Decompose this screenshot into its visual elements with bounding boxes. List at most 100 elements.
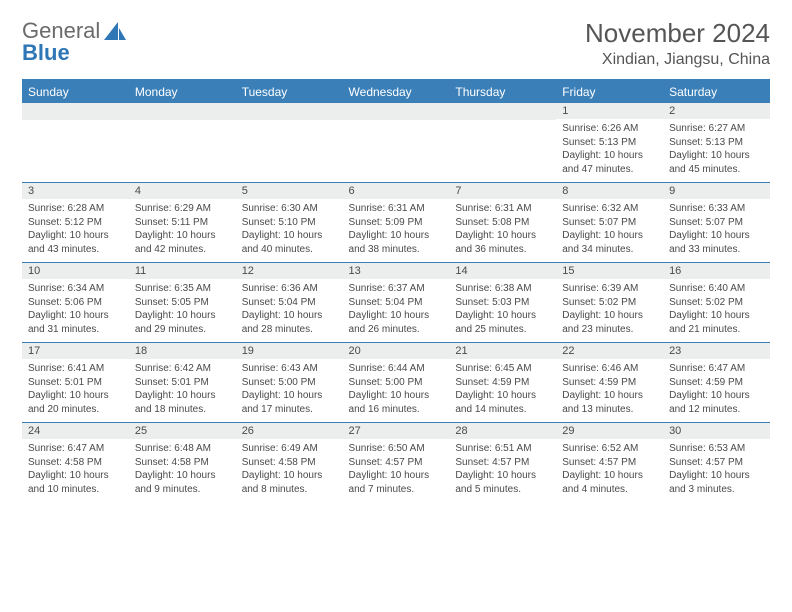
day-number: 22 bbox=[556, 342, 663, 359]
daylight-text: Daylight: 10 hours and 3 minutes. bbox=[669, 469, 764, 496]
weekday-header: Sunday bbox=[22, 81, 129, 103]
day-details-empty bbox=[22, 120, 129, 174]
day-number: 17 bbox=[22, 342, 129, 359]
sunrise-text: Sunrise: 6:31 AM bbox=[349, 202, 444, 216]
calendar-week: 24Sunrise: 6:47 AMSunset: 4:58 PMDayligh… bbox=[22, 422, 770, 502]
calendar-cell: 6Sunrise: 6:31 AMSunset: 5:09 PMDaylight… bbox=[343, 182, 450, 262]
calendar-cell: 4Sunrise: 6:29 AMSunset: 5:11 PMDaylight… bbox=[129, 182, 236, 262]
sunset-text: Sunset: 5:12 PM bbox=[28, 216, 123, 230]
daylight-text: Daylight: 10 hours and 36 minutes. bbox=[455, 229, 550, 256]
weekday-header: Tuesday bbox=[236, 81, 343, 103]
day-number: 5 bbox=[236, 182, 343, 199]
daylight-text: Daylight: 10 hours and 34 minutes. bbox=[562, 229, 657, 256]
weekday-header: Thursday bbox=[449, 81, 556, 103]
sunrise-text: Sunrise: 6:38 AM bbox=[455, 282, 550, 296]
daylight-text: Daylight: 10 hours and 13 minutes. bbox=[562, 389, 657, 416]
day-number bbox=[22, 103, 129, 120]
day-number: 10 bbox=[22, 262, 129, 279]
sunrise-text: Sunrise: 6:36 AM bbox=[242, 282, 337, 296]
day-number bbox=[343, 103, 450, 120]
day-number: 1 bbox=[556, 103, 663, 119]
sunrise-text: Sunrise: 6:53 AM bbox=[669, 442, 764, 456]
day-number: 29 bbox=[556, 422, 663, 439]
sunset-text: Sunset: 5:04 PM bbox=[242, 296, 337, 310]
sunrise-text: Sunrise: 6:30 AM bbox=[242, 202, 337, 216]
day-details: Sunrise: 6:49 AMSunset: 4:58 PMDaylight:… bbox=[236, 439, 343, 502]
calendar-cell bbox=[343, 103, 450, 182]
calendar-cell: 27Sunrise: 6:50 AMSunset: 4:57 PMDayligh… bbox=[343, 422, 450, 502]
daylight-text: Daylight: 10 hours and 31 minutes. bbox=[28, 309, 123, 336]
sunrise-text: Sunrise: 6:48 AM bbox=[135, 442, 230, 456]
day-details: Sunrise: 6:46 AMSunset: 4:59 PMDaylight:… bbox=[556, 359, 663, 422]
sunset-text: Sunset: 5:09 PM bbox=[349, 216, 444, 230]
day-number bbox=[236, 103, 343, 120]
sunset-text: Sunset: 4:58 PM bbox=[242, 456, 337, 470]
daylight-text: Daylight: 10 hours and 14 minutes. bbox=[455, 389, 550, 416]
calendar-cell: 5Sunrise: 6:30 AMSunset: 5:10 PMDaylight… bbox=[236, 182, 343, 262]
sunrise-text: Sunrise: 6:27 AM bbox=[669, 122, 764, 136]
day-details-empty bbox=[129, 120, 236, 174]
day-details: Sunrise: 6:32 AMSunset: 5:07 PMDaylight:… bbox=[556, 199, 663, 262]
calendar-cell bbox=[22, 103, 129, 182]
day-details-empty bbox=[343, 120, 450, 174]
day-details: Sunrise: 6:26 AMSunset: 5:13 PMDaylight:… bbox=[556, 119, 663, 182]
day-number: 28 bbox=[449, 422, 556, 439]
sunrise-text: Sunrise: 6:50 AM bbox=[349, 442, 444, 456]
sunrise-text: Sunrise: 6:41 AM bbox=[28, 362, 123, 376]
daylight-text: Daylight: 10 hours and 45 minutes. bbox=[669, 149, 764, 176]
calendar-cell: 26Sunrise: 6:49 AMSunset: 4:58 PMDayligh… bbox=[236, 422, 343, 502]
day-number: 26 bbox=[236, 422, 343, 439]
sunset-text: Sunset: 4:57 PM bbox=[455, 456, 550, 470]
sunset-text: Sunset: 5:10 PM bbox=[242, 216, 337, 230]
sunrise-text: Sunrise: 6:45 AM bbox=[455, 362, 550, 376]
calendar-cell: 21Sunrise: 6:45 AMSunset: 4:59 PMDayligh… bbox=[449, 342, 556, 422]
sunset-text: Sunset: 5:01 PM bbox=[28, 376, 123, 390]
sunrise-text: Sunrise: 6:26 AM bbox=[562, 122, 657, 136]
day-number: 13 bbox=[343, 262, 450, 279]
sunset-text: Sunset: 5:07 PM bbox=[669, 216, 764, 230]
sunset-text: Sunset: 4:57 PM bbox=[669, 456, 764, 470]
day-number: 30 bbox=[663, 422, 770, 439]
daylight-text: Daylight: 10 hours and 25 minutes. bbox=[455, 309, 550, 336]
sunset-text: Sunset: 5:05 PM bbox=[135, 296, 230, 310]
sunset-text: Sunset: 5:08 PM bbox=[455, 216, 550, 230]
day-details: Sunrise: 6:31 AMSunset: 5:08 PMDaylight:… bbox=[449, 199, 556, 262]
title-block: November 2024 Xindian, Jiangsu, China bbox=[585, 18, 770, 69]
day-number: 21 bbox=[449, 342, 556, 359]
day-number: 11 bbox=[129, 262, 236, 279]
day-number: 12 bbox=[236, 262, 343, 279]
day-details: Sunrise: 6:33 AMSunset: 5:07 PMDaylight:… bbox=[663, 199, 770, 262]
day-number: 15 bbox=[556, 262, 663, 279]
sunrise-text: Sunrise: 6:37 AM bbox=[349, 282, 444, 296]
daylight-text: Daylight: 10 hours and 17 minutes. bbox=[242, 389, 337, 416]
calendar-cell: 22Sunrise: 6:46 AMSunset: 4:59 PMDayligh… bbox=[556, 342, 663, 422]
day-number: 9 bbox=[663, 182, 770, 199]
sunset-text: Sunset: 5:03 PM bbox=[455, 296, 550, 310]
sunset-text: Sunset: 4:59 PM bbox=[669, 376, 764, 390]
day-number: 8 bbox=[556, 182, 663, 199]
day-number: 20 bbox=[343, 342, 450, 359]
sunset-text: Sunset: 5:11 PM bbox=[135, 216, 230, 230]
sunset-text: Sunset: 5:06 PM bbox=[28, 296, 123, 310]
sunset-text: Sunset: 5:01 PM bbox=[135, 376, 230, 390]
daylight-text: Daylight: 10 hours and 42 minutes. bbox=[135, 229, 230, 256]
calendar-week: 17Sunrise: 6:41 AMSunset: 5:01 PMDayligh… bbox=[22, 342, 770, 422]
day-details: Sunrise: 6:31 AMSunset: 5:09 PMDaylight:… bbox=[343, 199, 450, 262]
day-number: 7 bbox=[449, 182, 556, 199]
day-details: Sunrise: 6:50 AMSunset: 4:57 PMDaylight:… bbox=[343, 439, 450, 502]
calendar-cell: 3Sunrise: 6:28 AMSunset: 5:12 PMDaylight… bbox=[22, 182, 129, 262]
calendar-cell: 7Sunrise: 6:31 AMSunset: 5:08 PMDaylight… bbox=[449, 182, 556, 262]
day-details: Sunrise: 6:52 AMSunset: 4:57 PMDaylight:… bbox=[556, 439, 663, 502]
sunset-text: Sunset: 5:00 PM bbox=[242, 376, 337, 390]
sunrise-text: Sunrise: 6:42 AM bbox=[135, 362, 230, 376]
day-details: Sunrise: 6:36 AMSunset: 5:04 PMDaylight:… bbox=[236, 279, 343, 342]
day-details: Sunrise: 6:48 AMSunset: 4:58 PMDaylight:… bbox=[129, 439, 236, 502]
day-details: Sunrise: 6:40 AMSunset: 5:02 PMDaylight:… bbox=[663, 279, 770, 342]
sunrise-text: Sunrise: 6:28 AM bbox=[28, 202, 123, 216]
day-details: Sunrise: 6:45 AMSunset: 4:59 PMDaylight:… bbox=[449, 359, 556, 422]
calendar-cell: 12Sunrise: 6:36 AMSunset: 5:04 PMDayligh… bbox=[236, 262, 343, 342]
sunrise-text: Sunrise: 6:44 AM bbox=[349, 362, 444, 376]
sunset-text: Sunset: 4:58 PM bbox=[135, 456, 230, 470]
sunset-text: Sunset: 5:04 PM bbox=[349, 296, 444, 310]
sunset-text: Sunset: 5:00 PM bbox=[349, 376, 444, 390]
